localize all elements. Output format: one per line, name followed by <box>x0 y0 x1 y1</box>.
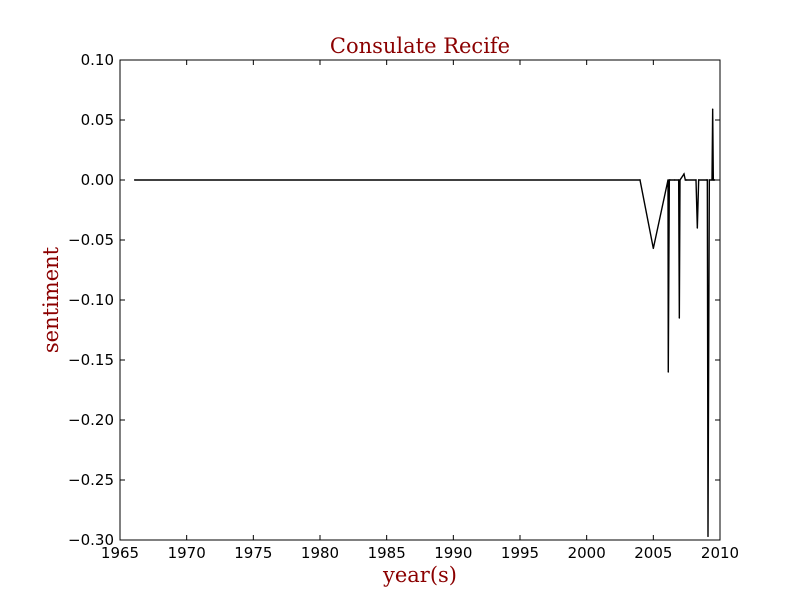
sentiment-point <box>652 247 655 250</box>
sentiment-point <box>706 179 709 181</box>
sentiment-point <box>667 371 669 373</box>
y-tick-label: −0.30 <box>68 531 114 549</box>
x-tick-label: 1975 <box>234 544 272 562</box>
y-tick-label: −0.10 <box>68 291 114 309</box>
sentiment-line <box>134 109 715 537</box>
sentiment-point <box>685 179 688 181</box>
sentiment-point <box>697 179 700 181</box>
x-axis-label: year(s) <box>382 563 457 587</box>
y-tick-label: 0.05 <box>81 111 114 129</box>
y-tick-label: −0.15 <box>68 351 114 369</box>
x-tick-label: 1985 <box>368 544 406 562</box>
sentiment-point <box>711 179 713 181</box>
plot-area: 1965 1970 1975 1980 1985 1990 1995 2000 2005 2010… <box>68 51 739 562</box>
sentiment-point <box>679 179 681 181</box>
y-tick-label: −0.05 <box>68 231 114 249</box>
plot-frame <box>119 59 721 541</box>
x-tick-label: 1965 <box>101 544 139 562</box>
y-tick-label: 0.00 <box>81 171 114 189</box>
sentiment-point <box>133 179 136 181</box>
sentiment-point <box>707 535 709 538</box>
sentiment-point <box>678 317 681 319</box>
x-tick-label: 2010 <box>701 544 739 562</box>
sentiment-point <box>639 179 641 181</box>
sentiment-point <box>695 179 697 181</box>
sentiment-point <box>673 179 676 181</box>
y-axis-label: sentiment <box>39 246 63 353</box>
x-tick-label: 1980 <box>301 544 339 562</box>
sentiment-point <box>677 179 680 181</box>
sentiment-point <box>708 179 711 181</box>
x-tick-label: 2000 <box>568 544 606 562</box>
x-tick-label: 2005 <box>634 544 672 562</box>
chart-title: Consulate Recife <box>330 34 510 58</box>
x-tick-label: 1990 <box>434 544 472 562</box>
y-tick-label: 0.10 <box>81 51 114 69</box>
sentiment-point <box>696 227 699 229</box>
y-tick-label: −0.20 <box>68 411 114 429</box>
x-tick-label: 1995 <box>501 544 539 562</box>
sentiment-point <box>669 179 671 181</box>
y-tick-label: −0.25 <box>68 471 114 489</box>
sentiment-point <box>683 173 685 175</box>
sentiment-point <box>713 179 716 181</box>
x-tick-label: 1970 <box>168 544 206 562</box>
sentiment-point <box>684 179 687 181</box>
sentiment-point <box>711 108 714 110</box>
sentiment-point <box>667 179 669 181</box>
